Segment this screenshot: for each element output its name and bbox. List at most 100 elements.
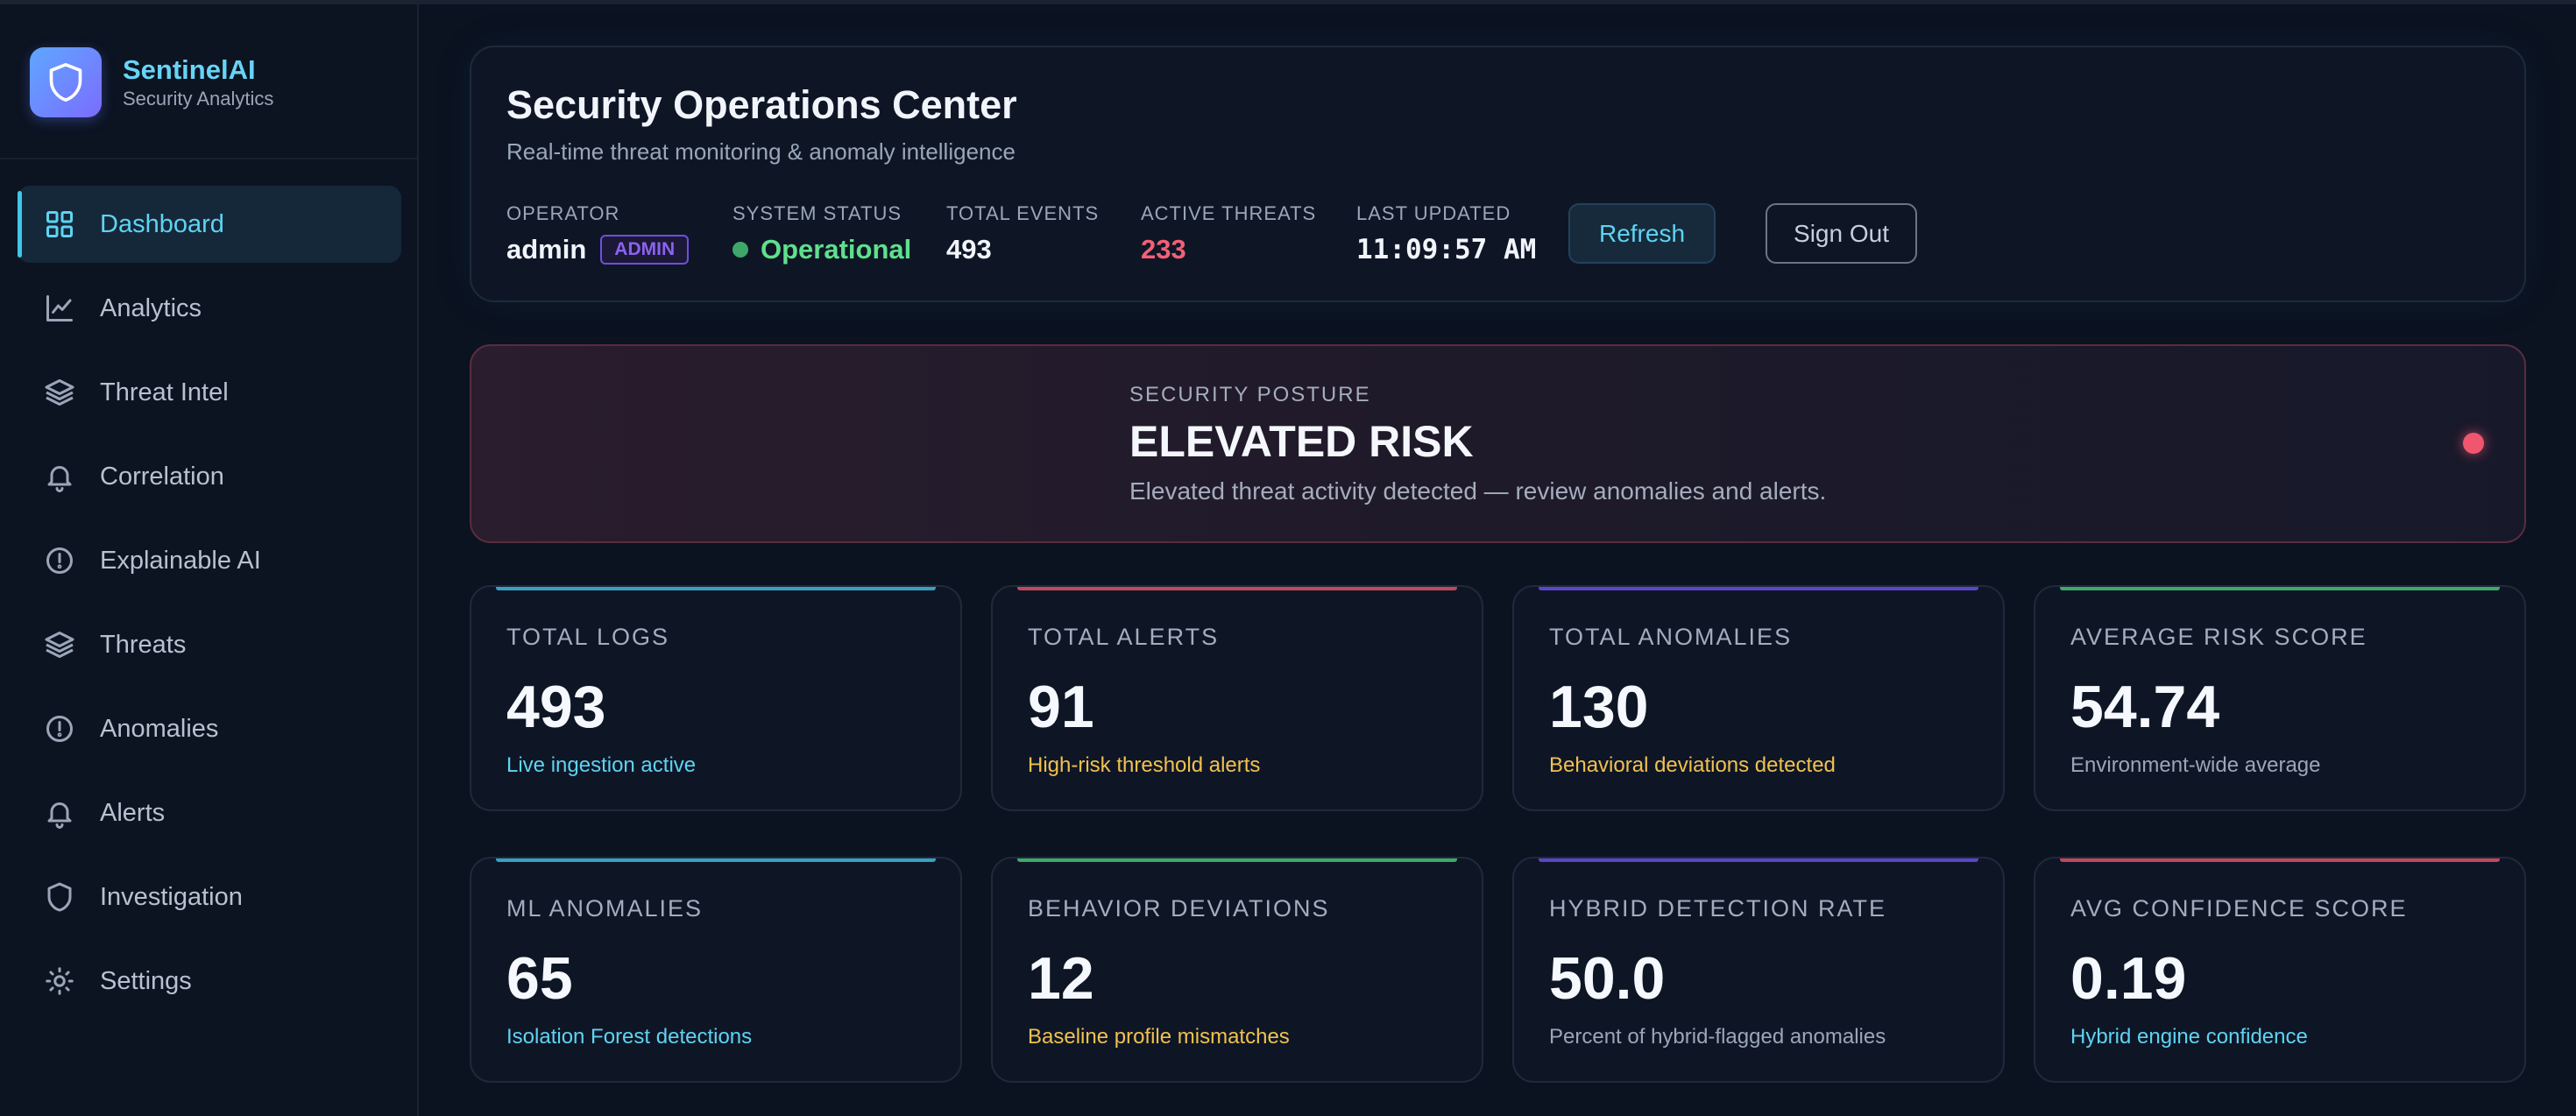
sidebar-item-explainable-ai[interactable]: Explainable AI [18,522,401,599]
brand[interactable]: SentinelAI Security Analytics [30,46,273,119]
kpi-value: 12 [1028,945,1094,1012]
total-events-value: 493 [946,234,992,265]
total-events-label: TOTAL EVENTS [946,202,1100,224]
sidebar-item-threat-intel[interactable]: Threat Intel [18,354,401,431]
sidebar-item-label: Explainable AI [100,546,261,575]
kpi-note: Behavioral deviations detected [1549,753,1836,777]
posture-title: ELEVATED RISK [1129,417,1474,466]
kpi-accent-bar [1017,587,1457,590]
kpi-label: BEHAVIOR DEVIATIONS [1028,895,1330,922]
kpi-card-behavior-deviations: BEHAVIOR DEVIATIONS 12 Baseline profile … [991,857,1483,1083]
kpi-accent-bar [1017,858,1457,862]
operator-label: OPERATOR [506,202,620,224]
alert-circle-icon [42,711,77,746]
kpi-value: 493 [506,674,606,740]
last-updated: LAST UPDATED 11:09:57 AM [1356,202,1536,265]
active-threats-label: ACTIVE THREATS [1141,202,1317,224]
last-updated-value: 11:09:57 AM [1356,234,1537,265]
status-dot-icon [732,242,748,258]
brand-name: SentinelAI [123,54,256,85]
sidebar-item-label: Anomalies [100,714,219,743]
sign-out-button[interactable]: Sign Out [1766,203,1917,264]
kpi-note: Percent of hybrid-flagged anomalies [1549,1025,1886,1049]
sidebar-divider [0,158,417,159]
active-threats-value: 233 [1141,234,1186,265]
top-border [0,0,2576,4]
sidebar-nav: Dashboard Analytics Threat Intel [18,186,401,1027]
kpi-card-ml-anomalies: ML ANOMALIES 65 Isolation Forest detecti… [470,857,962,1083]
operator-name: admin [506,234,587,265]
kpi-accent-bar [496,858,936,862]
line-chart-icon [42,291,77,326]
risk-indicator-dot-icon [2463,433,2484,454]
kpi-note: Live ingestion active [506,753,697,777]
kpi-label: TOTAL LOGS [506,624,670,650]
kpi-note: Isolation Forest detections [506,1025,753,1049]
system-status-value: Operational [761,234,912,265]
grid-icon [42,207,77,242]
kpi-note: Environment-wide average [2070,753,2321,777]
sidebar-item-threats[interactable]: Threats [18,606,401,683]
sidebar-item-label: Threats [100,630,187,659]
kpi-value: 0.19 [2070,945,2187,1012]
brand-subtitle: Security Analytics [123,88,274,109]
total-events: TOTAL EVENTS 493 [946,202,1099,265]
kpi-value: 50.0 [1549,945,1666,1012]
page-subtitle: Real-time threat monitoring & anomaly in… [506,138,1016,165]
security-posture-banner: SECURITY POSTURE ELEVATED RISK Elevated … [470,344,2526,543]
kpi-accent-bar [1539,858,1978,862]
kpi-accent-bar [2060,858,2500,862]
sidebar-item-label: Threat Intel [100,378,229,406]
kpi-note: High-risk threshold alerts [1028,753,1261,777]
sidebar-item-correlation[interactable]: Correlation [18,438,401,515]
sidebar-item-dashboard[interactable]: Dashboard [18,186,401,263]
shield-logo-icon [30,47,102,117]
kpi-accent-bar [1539,587,1978,590]
sidebar-item-label: Analytics [100,293,202,322]
last-updated-label: LAST UPDATED [1356,202,1511,224]
sidebar-item-label: Correlation [100,462,224,491]
layers-icon [42,375,77,410]
sidebar-item-anomalies[interactable]: Anomalies [18,690,401,767]
kpi-label: AVERAGE RISK SCORE [2070,624,2367,650]
sidebar-item-settings[interactable]: Settings [18,943,401,1020]
bell-icon [42,795,77,830]
posture-description: Elevated threat activity detected — revi… [1129,477,1827,505]
shield-icon [42,879,77,915]
role-badge: ADMIN [600,235,690,265]
header-card: Security Operations Center Real-time thr… [470,46,2526,302]
kpi-card-total-anomalies: TOTAL ANOMALIES 130 Behavioral deviation… [1512,585,2005,811]
page-title: Security Operations Center [506,82,1017,127]
kpi-value: 54.74 [2070,674,2220,740]
sidebar-item-analytics[interactable]: Analytics [18,270,401,347]
kpi-card-hybrid-detection-rate: HYBRID DETECTION RATE 50.0 Percent of hy… [1512,857,2005,1083]
sun-icon [42,964,77,999]
sidebar-item-label: Investigation [100,882,243,911]
sidebar: SentinelAI Security Analytics Dashboard … [0,4,419,1116]
sidebar-item-alerts[interactable]: Alerts [18,774,401,851]
kpi-card-avg-confidence-score: AVG CONFIDENCE SCORE 0.19 Hybrid engine … [2034,857,2526,1083]
layers-icon [42,627,77,662]
kpi-card-total-logs: TOTAL LOGS 493 Live ingestion active [470,585,962,811]
alert-circle-icon [42,543,77,578]
sidebar-item-label: Alerts [100,798,166,827]
kpi-label: AVG CONFIDENCE SCORE [2070,895,2408,922]
kpi-card-total-alerts: TOTAL ALERTS 91 High-risk threshold aler… [991,585,1483,811]
kpi-note: Baseline profile mismatches [1028,1025,1290,1049]
sidebar-item-label: Settings [100,966,192,995]
kpi-label: TOTAL ALERTS [1028,624,1220,650]
posture-label: SECURITY POSTURE [1129,383,1371,406]
system-status: SYSTEM STATUS Operational [732,202,911,265]
kpi-note: Hybrid engine confidence [2070,1025,2308,1049]
kpi-card-average-risk-score: AVERAGE RISK SCORE 54.74 Environment-wid… [2034,585,2526,811]
kpi-label: TOTAL ANOMALIES [1549,624,1793,650]
active-threats: ACTIVE THREATS 233 [1141,202,1316,265]
kpi-label: HYBRID DETECTION RATE [1549,895,1887,922]
sidebar-item-label: Dashboard [100,209,224,238]
kpi-value: 91 [1028,674,1094,740]
operator-info: OPERATOR admin ADMIN [506,202,690,265]
kpi-label: ML ANOMALIES [506,895,704,922]
kpi-accent-bar [496,587,936,590]
refresh-button[interactable]: Refresh [1568,203,1716,264]
sidebar-item-investigation[interactable]: Investigation [18,858,401,936]
